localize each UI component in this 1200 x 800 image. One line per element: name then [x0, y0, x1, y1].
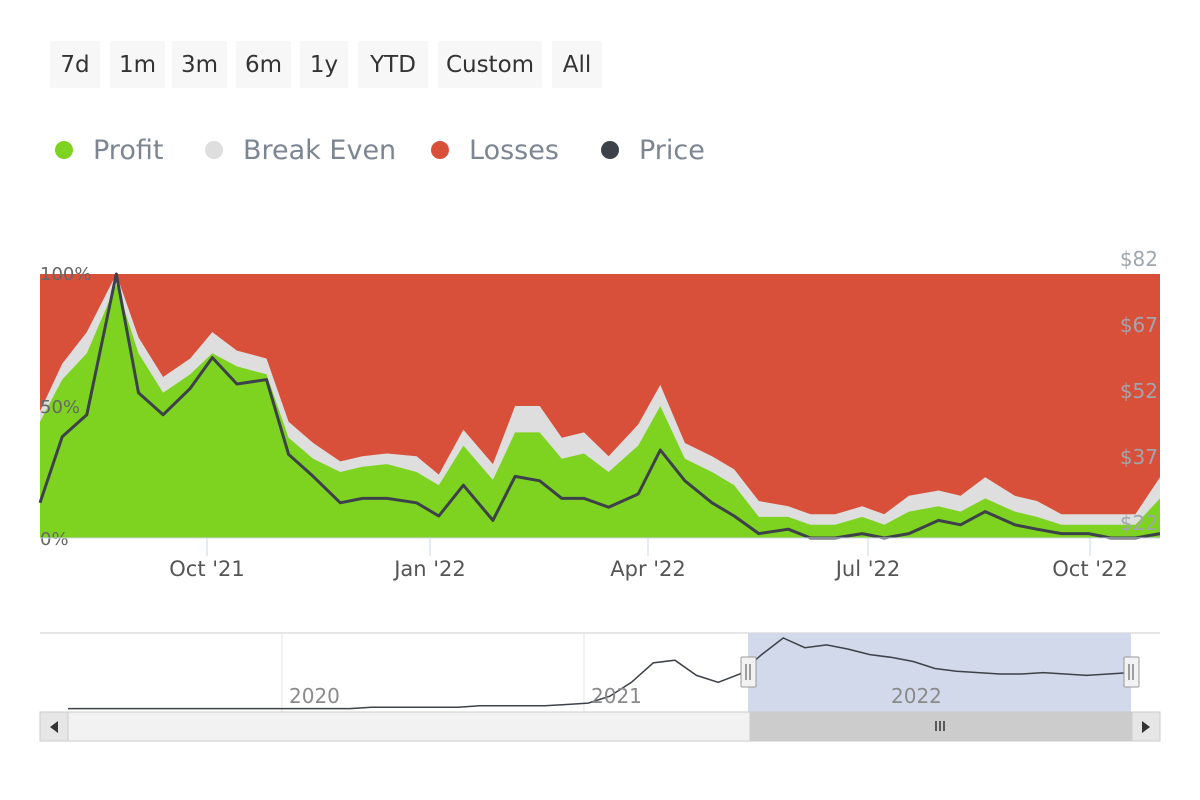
navigator-label-2020: 2020 [289, 684, 340, 708]
range-button-7d[interactable]: 7d [50, 41, 100, 88]
legend-item-losses[interactable]: Losses [431, 130, 559, 170]
scrollbar-left-arrow[interactable] [39, 711, 69, 742]
left-axis-tick-50: 50% [40, 397, 80, 418]
x-axis-tick-jan22: Jan '22 [392, 557, 466, 581]
navigator-handle-right[interactable] [1123, 656, 1140, 688]
legend-label-price: Price [639, 134, 705, 166]
legend-label-break-even: Break Even [243, 134, 397, 166]
x-axis-tick-marks [206, 538, 1091, 556]
legend-item-profit[interactable]: Profit [55, 130, 163, 170]
navigator-handle-left[interactable] [740, 656, 757, 688]
legend-marker-price [601, 141, 619, 159]
x-axis-tick-oct21: Oct '21 [169, 557, 244, 581]
range-button-6m[interactable]: 6m [236, 41, 291, 88]
legend-item-price[interactable]: Price [601, 130, 705, 170]
price-line [38, 272, 1161, 540]
x-axis-tick-jul22: Jul '22 [834, 557, 901, 581]
right-axis-tick-37: $37 [1120, 445, 1158, 469]
navigator-label-2022: 2022 [891, 684, 942, 708]
range-button-1y[interactable]: 1y [300, 41, 348, 88]
range-button-custom[interactable]: Custom [438, 41, 542, 88]
range-button-3m[interactable]: 3m [172, 41, 227, 88]
navigator-price-line [68, 637, 1131, 710]
legend-label-profit: Profit [93, 134, 164, 166]
navigator-label-2021: 2021 [591, 684, 642, 708]
right-axis-tick-52: $52 [1120, 379, 1158, 403]
legend-item-break-even[interactable]: Break Even [205, 130, 396, 170]
navigator: 2020 2021 2022 [40, 632, 1160, 712]
left-axis-tick-0: 0% [40, 529, 69, 550]
scrollbar [39, 711, 1161, 742]
range-button-all[interactable]: All [552, 41, 602, 88]
left-axis-tick-100: 100% [40, 264, 91, 285]
x-axis-tick-oct22: Oct '22 [1052, 557, 1127, 581]
right-axis-tick-67: $67 [1120, 313, 1158, 337]
right-axis-tick-82: $82 [1120, 247, 1158, 271]
range-button-1m[interactable]: 1m [110, 41, 165, 88]
plot-area [38, 272, 1161, 540]
range-button-ytd[interactable]: YTD [358, 41, 428, 88]
legend-label-losses: Losses [469, 134, 559, 166]
right-arrow-icon [1142, 721, 1150, 733]
scrollbar-right-arrow[interactable] [1131, 711, 1161, 742]
legend-marker-profit [55, 141, 73, 159]
scrollbar-thumb[interactable] [749, 711, 1133, 742]
left-arrow-icon [50, 721, 58, 733]
legend-marker-losses [431, 141, 449, 159]
right-axis-tick-22: $22 [1120, 511, 1158, 535]
x-axis-tick-apr22: Apr '22 [610, 557, 686, 581]
legend-marker-break-even [205, 141, 223, 159]
profit-area [40, 284, 1160, 538]
